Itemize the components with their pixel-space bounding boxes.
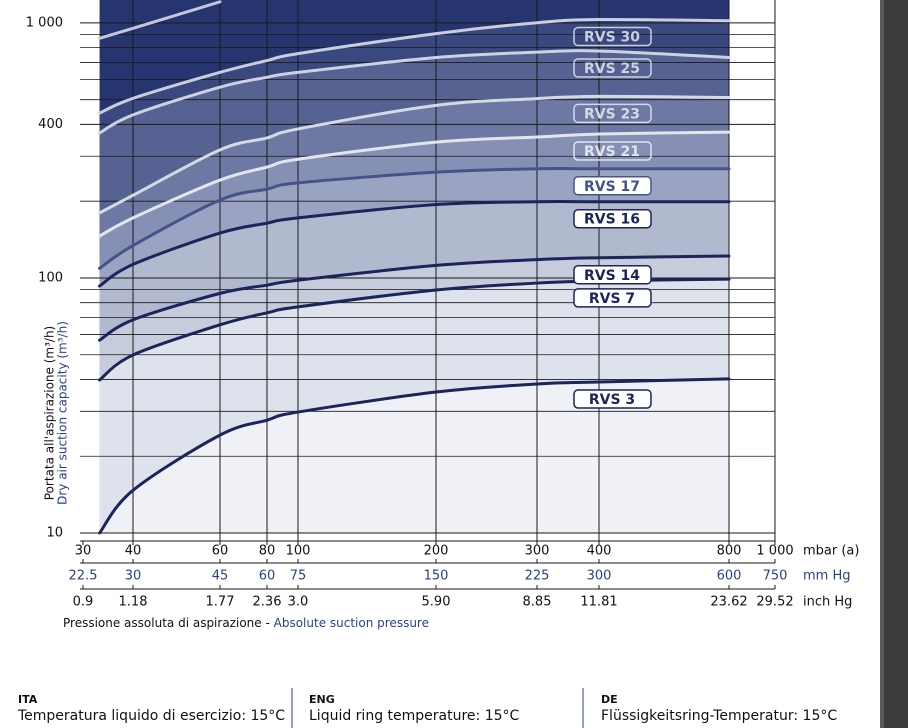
series-label: RVS 3 bbox=[589, 392, 635, 408]
y-tick-label: 100 bbox=[38, 270, 63, 285]
curve bbox=[98, 49, 731, 135]
series-label: RVS 30 bbox=[584, 30, 640, 46]
y-axis-title-ita: Portata all'aspirazione (m³/h) bbox=[43, 326, 57, 500]
y-tick-label: 1 000 bbox=[26, 15, 63, 30]
curve bbox=[98, 167, 731, 270]
curve bbox=[98, 200, 731, 288]
x3-tick-label: 8.85 bbox=[523, 595, 552, 610]
x-axis-title-eng: Absolute suction pressure bbox=[274, 616, 429, 630]
series-label: RVS 14 bbox=[584, 268, 640, 284]
x-tick-label: 200 bbox=[424, 544, 449, 559]
label-box bbox=[573, 389, 652, 409]
label-box bbox=[573, 141, 652, 161]
x-tick-label: 400 bbox=[587, 544, 612, 559]
x2-tick-label: 75 bbox=[290, 569, 307, 584]
y-axis-title-eng: Dry air suction capacity (m³/h) bbox=[56, 321, 70, 505]
footer-text: Temperatura liquido di esercizio: 15°C bbox=[17, 708, 285, 724]
x2-tick-label: 30 bbox=[125, 569, 142, 584]
footer-lang: DE bbox=[601, 693, 618, 706]
series-label: RVS 21 bbox=[584, 144, 640, 160]
x3-tick-label: 29.52 bbox=[756, 595, 793, 610]
x-tick-label: 60 bbox=[212, 544, 229, 559]
x2-tick-label: 750 bbox=[763, 569, 788, 584]
curve bbox=[98, 0, 222, 40]
series-label: RVS 25 bbox=[584, 61, 640, 77]
x-tick-label: 80 bbox=[259, 544, 276, 559]
curve bbox=[98, 17, 731, 115]
x2-tick-label: 22.5 bbox=[69, 569, 98, 584]
footer-lang: ITA bbox=[18, 693, 38, 706]
y-tick-label: 400 bbox=[38, 117, 63, 132]
label-box bbox=[573, 176, 652, 196]
x-tick-label: 800 bbox=[717, 544, 742, 559]
x-tick-label: 300 bbox=[525, 544, 550, 559]
x-tick-label: 30 bbox=[75, 544, 92, 559]
x-unit: mbar (a) bbox=[803, 544, 859, 559]
label-box bbox=[573, 26, 652, 47]
series-label: RVS 16 bbox=[584, 212, 640, 228]
series-label: RVS 7 bbox=[589, 291, 635, 307]
series-label: RVS 17 bbox=[584, 179, 640, 195]
x3-tick-label: 1.77 bbox=[206, 595, 235, 610]
x2-tick-label: 300 bbox=[587, 569, 612, 584]
y-tick-label: 10 bbox=[46, 526, 63, 541]
x3-tick-label: 1.18 bbox=[119, 595, 148, 610]
x-axis-title: Pressione assoluta di aspirazione - Abso… bbox=[63, 616, 429, 630]
x2-tick-label: 600 bbox=[717, 569, 742, 584]
x-axis-title-ita: Pressione assoluta di aspirazione - bbox=[63, 616, 270, 630]
curve bbox=[98, 254, 731, 342]
side-bar-edge bbox=[880, 0, 884, 728]
label-box bbox=[573, 103, 652, 124]
x3-tick-label: 23.62 bbox=[710, 595, 747, 610]
plot: RVS 3 RVS 7 RVS 14 RVS 16 RVS 17 RVS 21 RVS 23… bbox=[80, 0, 776, 541]
x3-tick-label: 0.9 bbox=[73, 595, 94, 610]
x2-tick-label: 225 bbox=[525, 569, 550, 584]
x2-tick-label: 60 bbox=[259, 569, 276, 584]
label-box bbox=[573, 208, 652, 229]
series-label: RVS 23 bbox=[584, 106, 640, 122]
x2-unit: mm Hg bbox=[803, 569, 851, 584]
label-box bbox=[573, 265, 652, 285]
x-tick-label: 100 bbox=[286, 544, 311, 559]
x3-tick-label: 3.0 bbox=[288, 595, 309, 610]
x3-tick-label: 2.36 bbox=[253, 595, 282, 610]
x-tick-label: 40 bbox=[125, 544, 142, 559]
x3-unit: inch Hg bbox=[803, 595, 852, 610]
curve bbox=[98, 130, 731, 238]
x3-tick-label: 11.81 bbox=[580, 595, 617, 610]
label-box bbox=[573, 58, 652, 78]
x3-tick-label: 5.90 bbox=[422, 595, 451, 610]
footer-text: Liquid ring temperature: 15°C bbox=[309, 708, 520, 724]
curve bbox=[98, 377, 731, 535]
x2-tick-label: 150 bbox=[424, 569, 449, 584]
x-tick-label: 1 000 bbox=[756, 544, 793, 559]
x2-tick-label: 45 bbox=[212, 569, 229, 584]
side-bar bbox=[880, 0, 908, 728]
curve bbox=[98, 94, 731, 215]
label-box bbox=[573, 288, 652, 308]
footer-lang: ENG bbox=[309, 693, 335, 706]
footer-text: Flüssigkeitsring-Temperatur: 15°C bbox=[601, 708, 837, 724]
